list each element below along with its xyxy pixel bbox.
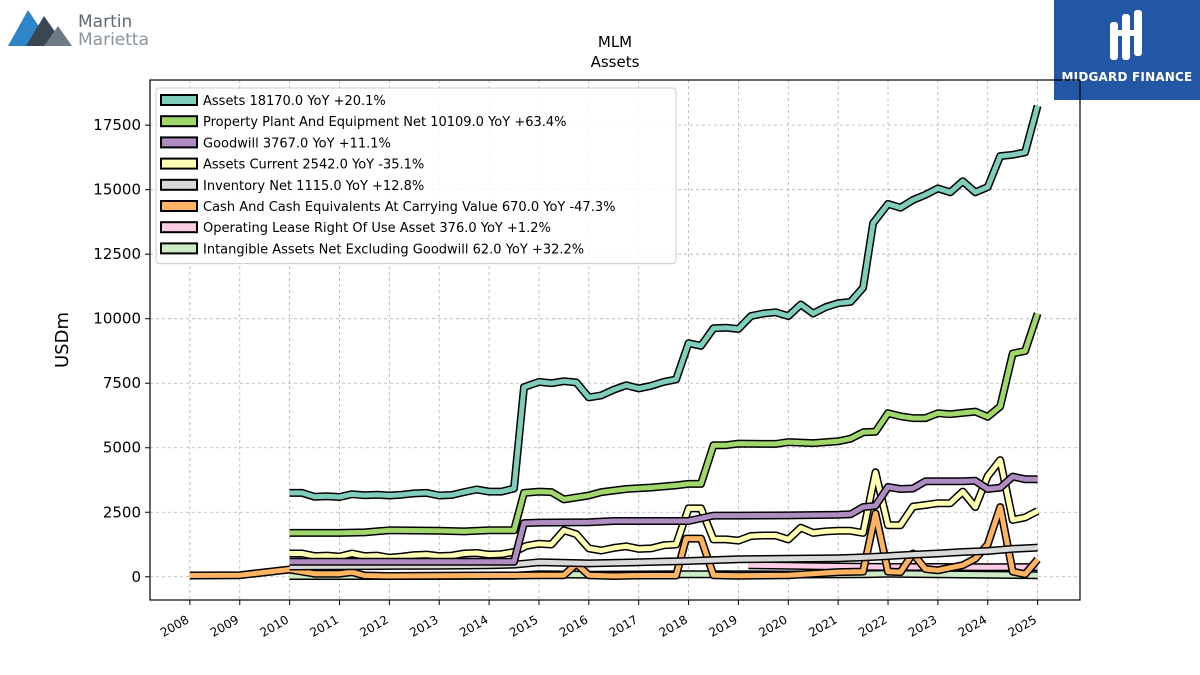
y-tick-label: 12500 bbox=[93, 245, 141, 263]
legend-swatch bbox=[160, 178, 198, 191]
x-tick-label: 2009 bbox=[208, 612, 241, 639]
x-tick-label: 2019 bbox=[706, 612, 739, 639]
y-tick-label: 5000 bbox=[103, 439, 141, 457]
legend-label: Operating Lease Right Of Use Asset 376.0… bbox=[203, 221, 551, 236]
legend-item: Inventory Net 1115.0 YoY +12.8% bbox=[160, 178, 424, 194]
chart-title: MLM bbox=[598, 33, 632, 51]
x-tick-label: 2018 bbox=[657, 612, 690, 639]
series-line-outline bbox=[289, 312, 1042, 537]
x-tick-label: 2015 bbox=[507, 612, 540, 639]
series-2 bbox=[289, 312, 1042, 537]
brand-logo-left: Martin Marietta bbox=[6, 6, 156, 50]
legend-label: Inventory Net 1115.0 YoY +12.8% bbox=[203, 179, 424, 194]
legend-swatch bbox=[160, 115, 198, 128]
legend-label: Cash And Cash Equivalents At Carrying Va… bbox=[203, 200, 615, 215]
brand-name-line1: Martin bbox=[78, 12, 133, 32]
series-1 bbox=[289, 104, 1042, 501]
series-3 bbox=[289, 472, 1038, 566]
legend-swatch bbox=[160, 242, 198, 255]
series-line bbox=[289, 474, 1038, 565]
legend-box bbox=[155, 87, 677, 265]
legend-label: Property Plant And Equipment Net 10109.0… bbox=[203, 115, 567, 130]
x-tick-label: 2014 bbox=[457, 612, 490, 639]
x-tick-label: 2024 bbox=[956, 612, 989, 639]
x-tick-label: 2023 bbox=[906, 612, 939, 639]
series-6 bbox=[189, 503, 1041, 580]
x-tick-label: 2010 bbox=[258, 612, 291, 639]
chart-subtitle: Assets bbox=[591, 53, 640, 71]
midgard-logo-icon bbox=[1110, 10, 1142, 60]
x-tick-label: 2008 bbox=[158, 612, 191, 639]
series-4 bbox=[289, 456, 1040, 562]
series-line bbox=[189, 504, 1040, 579]
y-tick-label: 15000 bbox=[93, 181, 141, 199]
x-axis: 2008 2009 2010 2011 2012 2013 2014 2015 2016 2017… bbox=[158, 600, 1039, 640]
mountain-logo-icon bbox=[8, 10, 72, 46]
series-line bbox=[289, 457, 1039, 561]
brand-logo-right: MIDGARD FINANCE bbox=[1054, 0, 1200, 100]
y-tick-label: 2500 bbox=[103, 503, 141, 521]
y-axis-label: USDm bbox=[52, 312, 73, 368]
y-axis: 0 2500 5000 7500 10000 12500 15000 17500 bbox=[93, 116, 150, 586]
legend-swatch bbox=[160, 157, 198, 170]
legend-swatch bbox=[160, 200, 198, 212]
plot-frame bbox=[149, 79, 1081, 601]
legend-item: Operating Lease Right Of Use Asset 376.0… bbox=[160, 221, 551, 236]
legend-label: Assets 18170.0 YoY +20.1% bbox=[203, 94, 386, 109]
legend-label: Intangible Assets Net Excluding Goodwill… bbox=[203, 242, 584, 257]
legend-swatch bbox=[160, 94, 198, 106]
legend-item: Property Plant And Equipment Net 10109.0… bbox=[160, 115, 567, 130]
x-tick-label: 2017 bbox=[607, 612, 640, 639]
x-tick-label: 2025 bbox=[1006, 612, 1039, 639]
legend-item: Assets Current 2542.0 YoY -35.1% bbox=[160, 157, 424, 173]
legend-label: Assets Current 2542.0 YoY -35.1% bbox=[203, 158, 424, 173]
x-tick-label: 2012 bbox=[357, 612, 390, 639]
series-line bbox=[748, 562, 1038, 570]
x-tick-label: 2011 bbox=[308, 612, 341, 639]
legend: Assets 18170.0 YoY +20.1% Property Plant … bbox=[155, 87, 677, 265]
series-line bbox=[289, 105, 1041, 500]
legend-item: Cash And Cash Equivalents At Carrying Va… bbox=[160, 200, 615, 215]
y-tick-label: 17500 bbox=[93, 116, 141, 134]
legend-swatch bbox=[160, 221, 198, 234]
series-lines bbox=[189, 104, 1042, 580]
x-tick-label: 2016 bbox=[557, 612, 590, 639]
y-tick-label: 7500 bbox=[103, 374, 141, 392]
brand-name-right: MIDGARD FINANCE bbox=[1061, 70, 1193, 84]
x-tick-label: 2022 bbox=[856, 612, 889, 639]
legend-swatch bbox=[160, 136, 198, 149]
legend-label: Goodwill 3767.0 YoY +11.1% bbox=[203, 136, 391, 151]
brand-name-line2: Marietta bbox=[78, 30, 150, 50]
series-7 bbox=[748, 561, 1038, 572]
y-tick-label: 0 bbox=[131, 568, 141, 586]
legend-item: Intangible Assets Net Excluding Goodwill… bbox=[160, 242, 584, 257]
legend-item: Assets 18170.0 YoY +20.1% bbox=[160, 94, 386, 109]
x-tick-label: 2020 bbox=[756, 612, 789, 639]
x-tick-label: 2013 bbox=[407, 612, 440, 639]
legend-item: Goodwill 3767.0 YoY +11.1% bbox=[160, 136, 391, 151]
y-tick-label: 10000 bbox=[93, 310, 141, 328]
series-line bbox=[289, 312, 1040, 536]
x-tick-label: 2021 bbox=[806, 612, 839, 639]
